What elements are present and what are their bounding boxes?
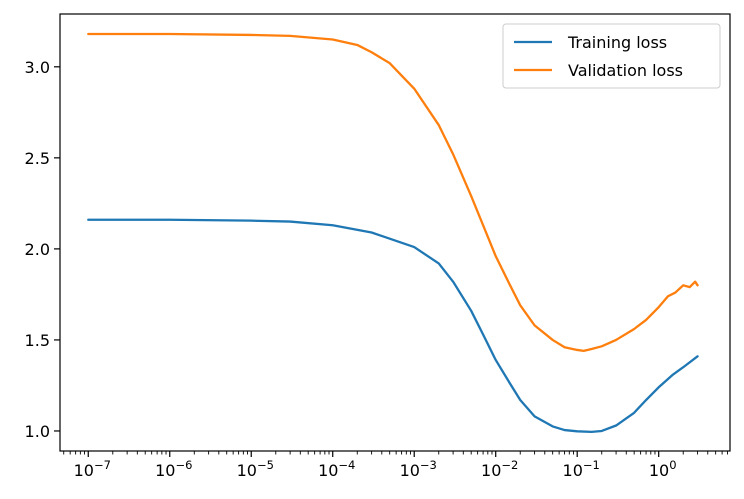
legend-label-validation: Validation loss <box>568 61 683 80</box>
y-tick-label: 2.0 <box>25 240 50 259</box>
x-axis: 10−7 10−6 10−5 10−4 10−3 10−2 10−1 100 <box>63 451 729 480</box>
y-tick-label: 1.5 <box>25 331 50 350</box>
legend-box <box>502 23 721 89</box>
series-line-training <box>87 218 699 434</box>
series-line-validation <box>87 32 699 352</box>
x-tick-label: 10−3 <box>400 458 437 480</box>
x-tick-label: 10−1 <box>563 458 600 480</box>
y-tick-label: 2.5 <box>25 149 50 168</box>
plot-frame <box>59 13 731 452</box>
y-axis: 1.0 1.5 2.0 2.5 3.0 <box>25 58 60 441</box>
series-layer <box>87 32 699 434</box>
x-tick-label: 10−6 <box>155 458 192 480</box>
y-tick-label: 3.0 <box>25 58 50 77</box>
x-tick-label: 10−5 <box>237 458 274 480</box>
y-tick-label: 1.0 <box>25 422 50 441</box>
x-tick-label: 10−7 <box>74 458 111 480</box>
x-tick-label: 10−2 <box>481 458 518 480</box>
x-tick-label: 10−4 <box>318 458 355 480</box>
x-tick-label: 100 <box>649 458 677 480</box>
legend-label-training: Training loss <box>567 33 667 52</box>
legend: Training loss Validation loss <box>502 23 721 89</box>
